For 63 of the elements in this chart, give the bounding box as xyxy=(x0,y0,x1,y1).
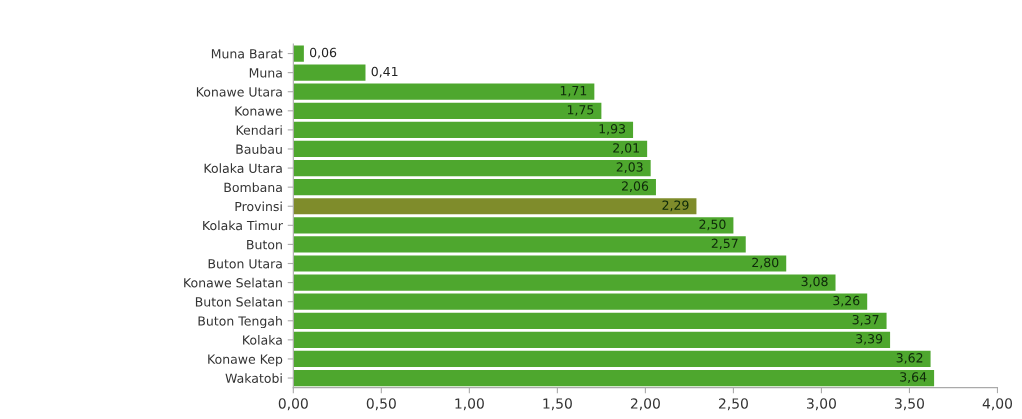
y-tick-label: Buton Tengah xyxy=(198,316,282,329)
bar xyxy=(293,369,935,387)
data-label: 0,41 xyxy=(371,66,398,78)
y-tick-label: Konawe Selatan xyxy=(184,277,282,288)
bar xyxy=(293,255,787,272)
x-tick-label: 2,00 xyxy=(630,398,660,411)
data-label: 2,50 xyxy=(699,219,726,231)
data-label: 1,71 xyxy=(560,86,587,97)
data-label: 2,01 xyxy=(613,143,639,154)
x-tick-label: 3,50 xyxy=(895,398,924,411)
bar xyxy=(293,312,887,329)
data-label: 2,29 xyxy=(662,200,689,212)
y-tick-label: Konawe Kep xyxy=(208,354,283,367)
y-tick-label: Kendari xyxy=(236,125,282,135)
data-label: 1,93 xyxy=(599,124,626,135)
data-label: 1,75 xyxy=(567,105,594,116)
y-tick-label: Baubau xyxy=(236,144,282,154)
y-tick-label: Konawe Utara xyxy=(196,87,282,97)
x-tick-label: 1,00 xyxy=(455,398,484,411)
x-tick-label: 0,50 xyxy=(366,398,396,411)
y-tick-label: Wakatobi xyxy=(225,373,282,383)
data-label: 3,64 xyxy=(900,372,927,383)
data-label: 3,37 xyxy=(852,314,879,326)
data-label: 3,39 xyxy=(856,334,883,345)
y-tick-label: Provinsi xyxy=(235,201,282,212)
x-tick-label: 1,50 xyxy=(543,398,572,411)
y-tick-label: Kolaka Timur xyxy=(203,220,283,231)
x-tick-label: 0,00 xyxy=(278,398,308,411)
y-tick-label: Buton Selatan xyxy=(195,296,282,307)
y-tick-label: Kolaka xyxy=(243,335,282,345)
y-tick-label: Buton xyxy=(247,240,282,250)
data-label: 0,06 xyxy=(309,47,337,59)
x-tick-label: 4,00 xyxy=(982,398,1013,411)
y-tick-label: Muna xyxy=(249,68,282,78)
bar xyxy=(293,45,304,62)
bar xyxy=(293,293,868,310)
bar xyxy=(293,198,697,215)
y-tick-label: Bombana xyxy=(224,182,282,193)
bar xyxy=(293,179,656,196)
y-tick-label: Buton Utara xyxy=(208,259,282,269)
data-label: 2,80 xyxy=(752,257,779,269)
bar xyxy=(293,274,836,291)
bar xyxy=(293,159,651,177)
bar xyxy=(293,350,931,368)
bar xyxy=(293,121,634,138)
y-tick-label: Kolaka Utara xyxy=(204,163,282,173)
x-tick-label: 3,00 xyxy=(807,398,836,411)
bar xyxy=(293,64,366,81)
data-label: 2,06 xyxy=(622,181,649,193)
y-tick-label: Konawe xyxy=(235,106,283,116)
bar xyxy=(293,140,648,158)
bar xyxy=(293,331,891,348)
x-tick-label: 2,50 xyxy=(718,398,748,411)
data-label: 2,03 xyxy=(616,162,643,173)
bar xyxy=(293,236,746,253)
data-label: 3,62 xyxy=(896,353,923,364)
data-label: 3,26 xyxy=(833,295,860,307)
bar xyxy=(293,83,595,100)
data-label: 3,08 xyxy=(801,276,828,288)
y-tick-label: Muna Barat xyxy=(211,49,283,59)
bar xyxy=(293,102,602,119)
bar xyxy=(293,217,734,234)
data-label: 2,57 xyxy=(711,238,738,250)
